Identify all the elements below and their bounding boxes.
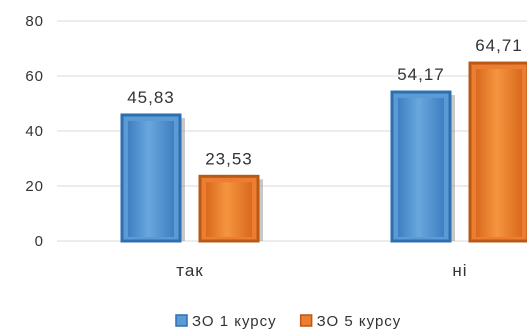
legend-item: ЗО 5 курсу bbox=[299, 313, 402, 330]
data-label: 23,53 bbox=[205, 149, 253, 168]
bar bbox=[468, 61, 527, 243]
data-label: 45,83 bbox=[127, 88, 175, 107]
bar-face bbox=[206, 182, 252, 237]
legend-label: ЗО 5 курсу bbox=[317, 313, 402, 330]
data-label: 64,71 bbox=[475, 36, 523, 55]
data-label: 54,17 bbox=[397, 65, 445, 84]
x-axis-category-labels: так ні bbox=[176, 261, 467, 280]
bar-face bbox=[398, 98, 444, 237]
y-tick-label: 20 bbox=[25, 178, 44, 195]
data-labels: 45,83 54,17 23,53 64,71 bbox=[127, 36, 523, 168]
legend-item: ЗО 1 курсу bbox=[175, 313, 277, 330]
legend-swatch bbox=[175, 314, 188, 327]
y-tick-label: 80 bbox=[25, 13, 44, 30]
bars bbox=[120, 61, 527, 243]
bar bbox=[198, 174, 263, 243]
legend: ЗО 1 курсу ЗО 5 курсу bbox=[175, 313, 402, 330]
bar-face bbox=[476, 69, 522, 237]
y-axis-tick-labels: 0 20 40 60 80 bbox=[25, 13, 44, 250]
bar bbox=[120, 113, 185, 243]
category-label: так bbox=[176, 261, 204, 280]
legend-label: ЗО 1 курсу bbox=[192, 313, 277, 330]
bar bbox=[390, 90, 455, 243]
category-label: ні bbox=[452, 261, 467, 280]
bar-face bbox=[128, 120, 174, 237]
y-tick-label: 0 bbox=[35, 233, 44, 250]
y-tick-label: 40 bbox=[25, 123, 44, 140]
legend-swatch bbox=[299, 314, 313, 327]
y-tick-label: 60 bbox=[25, 68, 44, 85]
